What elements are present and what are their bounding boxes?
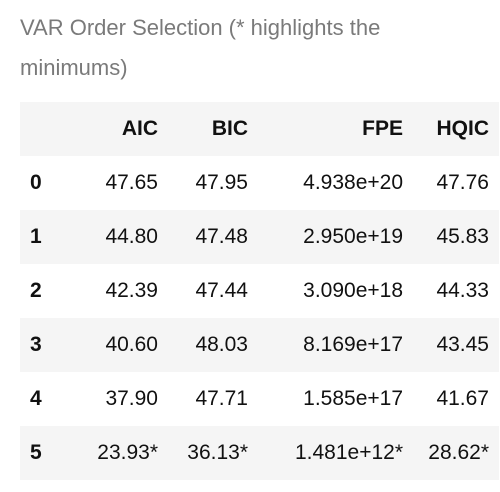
hqic-cell: 43.45 bbox=[413, 318, 499, 372]
table-row: 3 40.60 48.03 8.169e+17 43.45 bbox=[20, 318, 499, 372]
header-hqic: HQIC bbox=[413, 102, 499, 156]
hqic-cell: 44.33 bbox=[436, 279, 489, 302]
fpe-cell: 2.950e+19 bbox=[258, 210, 413, 264]
fpe-cell: 4.938e+20 bbox=[303, 171, 403, 194]
row-index: 4 bbox=[30, 387, 42, 410]
table-row: 0 47.65 47.95 4.938e+20 47.76 bbox=[20, 156, 499, 210]
header-aic: AIC bbox=[56, 102, 168, 156]
table-caption: VAR Order Selection (* highlights the mi… bbox=[20, 8, 480, 88]
bic-cell: 47.71 bbox=[195, 387, 248, 410]
fpe-cell: 1.585e+17 bbox=[303, 387, 403, 410]
header-index bbox=[20, 102, 56, 156]
aic-cell: 40.60 bbox=[56, 318, 168, 372]
hqic-cell: 47.76 bbox=[436, 171, 489, 194]
row-index: 1 bbox=[20, 210, 56, 264]
table-row: 4 37.90 47.71 1.585e+17 41.67 bbox=[20, 372, 499, 426]
header-bic: BIC bbox=[168, 102, 258, 156]
row-index: 3 bbox=[20, 318, 56, 372]
header-row: AIC BIC FPE HQIC bbox=[20, 102, 499, 156]
bic-cell: 47.48 bbox=[168, 210, 258, 264]
bic-cell: 47.44 bbox=[195, 279, 248, 302]
fpe-cell: 8.169e+17 bbox=[258, 318, 413, 372]
bic-cell: 48.03 bbox=[168, 318, 258, 372]
caption-line-1: VAR Order Selection (* highlights the bbox=[20, 15, 381, 40]
aic-cell: 23.93* bbox=[56, 426, 168, 480]
table-row: 5 23.93* 36.13* 1.481e+12* 28.62* bbox=[20, 426, 499, 480]
hqic-cell: 28.62* bbox=[413, 426, 499, 480]
table-row: 1 44.80 47.48 2.950e+19 45.83 bbox=[20, 210, 499, 264]
aic-cell: 47.65 bbox=[105, 171, 158, 194]
aic-cell: 44.80 bbox=[56, 210, 168, 264]
bic-cell: 47.95 bbox=[195, 171, 248, 194]
fpe-cell: 3.090e+18 bbox=[303, 279, 403, 302]
header-fpe: FPE bbox=[258, 102, 413, 156]
hqic-cell: 45.83 bbox=[413, 210, 499, 264]
bic-cell: 36.13* bbox=[168, 426, 258, 480]
row-index: 2 bbox=[30, 279, 42, 302]
aic-cell: 37.90 bbox=[105, 387, 158, 410]
row-index: 0 bbox=[30, 171, 42, 194]
table-row: 2 42.39 47.44 3.090e+18 44.33 bbox=[20, 264, 499, 318]
caption-line-2: minimums) bbox=[20, 55, 128, 80]
hqic-cell: 41.67 bbox=[436, 387, 489, 410]
var-order-selection-table: AIC BIC FPE HQIC 0 47.65 47.95 4.938e+20… bbox=[20, 102, 499, 480]
fpe-cell: 1.481e+12* bbox=[258, 426, 413, 480]
row-index: 5 bbox=[20, 426, 56, 480]
aic-cell: 42.39 bbox=[105, 279, 158, 302]
